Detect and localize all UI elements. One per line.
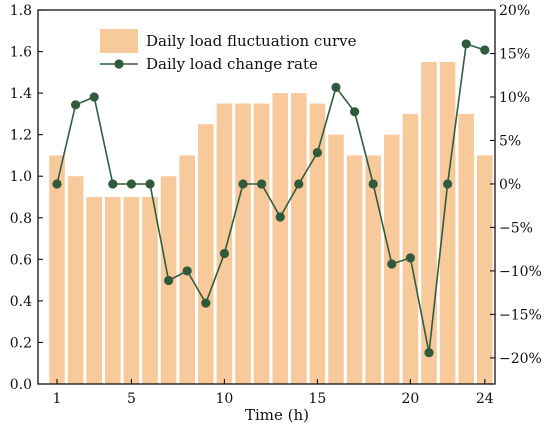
bar (123, 197, 140, 384)
legend: Daily load fluctuation curve Daily load … (100, 29, 357, 73)
x-tick-label: 10 (215, 391, 233, 407)
x-tick-label: 20 (401, 391, 419, 407)
right-y-tick-label: −10% (499, 264, 542, 280)
data-point (182, 266, 192, 276)
right-y-tick-label: 0% (499, 177, 521, 193)
data-point (52, 179, 62, 189)
data-point (424, 348, 434, 358)
data-point (164, 275, 174, 286)
bar (291, 93, 307, 384)
bar (86, 197, 102, 384)
data-point (219, 248, 229, 259)
data-point (89, 92, 99, 102)
data-point (201, 298, 211, 308)
bar (421, 61, 437, 384)
data-point (461, 39, 471, 49)
left-y-tick-label: 0.4 (10, 294, 32, 310)
right-y-tick-label: 20% (499, 3, 530, 19)
right-y-tick-label: 15% (499, 46, 530, 62)
left-y-tick-label: 0.0 (10, 377, 32, 393)
data-point (257, 179, 267, 189)
bar (402, 113, 419, 384)
x-tick-label: 5 (127, 391, 136, 407)
bar (309, 103, 326, 384)
bar (384, 134, 400, 384)
bar (328, 134, 344, 384)
bar (198, 124, 214, 385)
data-point (443, 179, 453, 189)
bar (105, 197, 121, 384)
data-point (331, 82, 341, 93)
bar (216, 103, 233, 384)
data-point (145, 179, 155, 189)
x-tick-label: 1 (53, 391, 62, 407)
bar-series (49, 61, 493, 385)
x-tick-label: 24 (476, 391, 494, 407)
data-point (350, 107, 360, 117)
bar (439, 61, 456, 384)
data-point (71, 100, 81, 110)
left-y-tick-label: 1.8 (10, 3, 32, 19)
bar (49, 155, 65, 384)
data-point (126, 179, 136, 189)
plot-frame (37, 9, 496, 385)
right-y-tick-label: 5% (499, 133, 521, 149)
x-tick-label: 15 (308, 391, 326, 407)
line-series (52, 39, 490, 358)
legend-bar-swatch (100, 29, 138, 53)
data-point (275, 212, 285, 222)
right-y-tick-label: −15% (499, 307, 542, 323)
left-y-tick-label: 1.6 (10, 45, 32, 61)
legend-label-bar: Daily load fluctuation curve (146, 32, 357, 50)
data-point (480, 45, 490, 55)
bar (346, 155, 363, 384)
bar (142, 197, 158, 384)
left-y-tick-label: 1.4 (10, 86, 32, 102)
data-point (405, 253, 415, 263)
x-axis-title: Time (h) (245, 406, 309, 424)
left-y-tick-label: 1.0 (10, 169, 32, 185)
left-y-tick-label: 0.8 (10, 211, 32, 227)
data-point (238, 179, 248, 189)
left-y-tick-label: 0.6 (10, 252, 32, 268)
data-point (108, 179, 118, 189)
right-y-tick-label: −5% (499, 220, 533, 236)
left-y-tick-label: 1.2 (10, 128, 32, 144)
right-y-tick-label: 10% (499, 90, 530, 106)
left-y-tick-label: 0.2 (10, 335, 32, 351)
bar (253, 103, 270, 384)
data-point (294, 179, 304, 189)
legend-line-marker (114, 59, 124, 69)
change-rate-line (56, 42, 486, 353)
bar (272, 93, 288, 384)
legend-label-line: Daily load change rate (146, 55, 318, 73)
data-point (368, 179, 378, 189)
data-point (312, 148, 322, 158)
right-y-tick-label: −20% (499, 351, 542, 367)
bar (67, 176, 84, 384)
bar (458, 113, 474, 384)
axes: 0.0 0.2 0.4 0.6 0.8 1.0 1.2 1.4 1.6 1.8 −20% −15% −1… (10, 3, 542, 407)
bar (235, 103, 251, 384)
bar (365, 155, 381, 384)
data-point (387, 259, 397, 269)
bar (477, 155, 493, 384)
